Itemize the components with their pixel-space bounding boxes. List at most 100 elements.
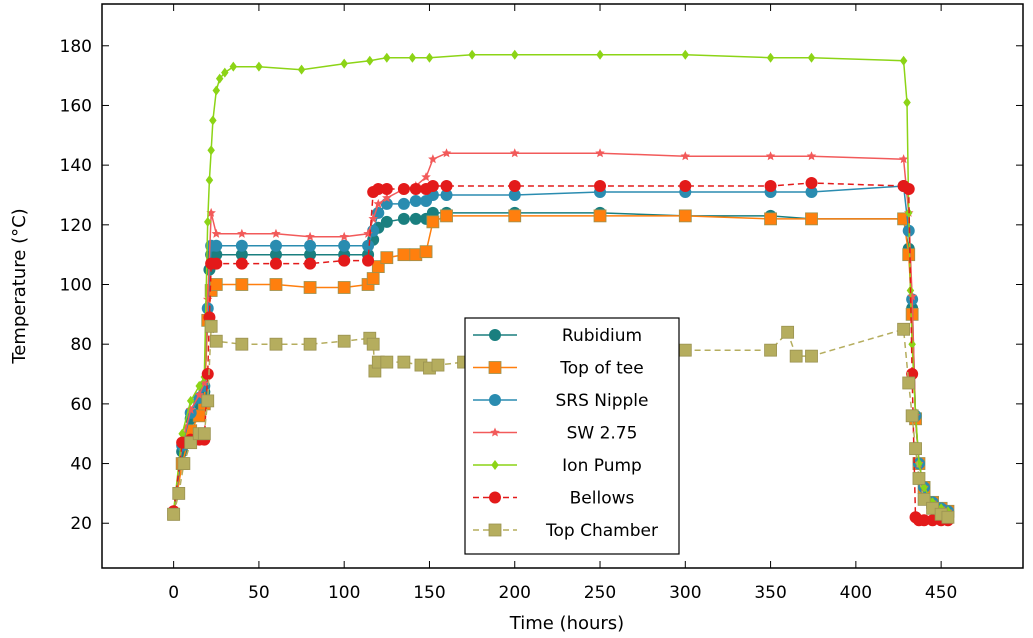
x-tick-label: 400 (840, 583, 872, 603)
data-point (195, 380, 203, 391)
legend-label: Rubidium (562, 326, 642, 346)
legend: Rubidium Top of tee SRS Nipple SW 2.75 Ion P… (464, 317, 680, 555)
series-ion-pump (169, 49, 952, 517)
x-tick-label: 0 (168, 583, 179, 603)
data-point (419, 245, 433, 259)
y-tick-label: 120 (60, 216, 92, 236)
data-point (209, 334, 223, 348)
x-tick-label: 50 (248, 583, 270, 603)
legend-label: SW 2.75 (567, 424, 638, 444)
data-point (235, 257, 248, 270)
data-point (764, 212, 777, 226)
x-tick-label: 200 (499, 583, 531, 603)
y-tick-label: 40 (70, 455, 92, 475)
data-point (211, 228, 222, 238)
data-point (765, 151, 776, 161)
legend-entry: Bellows (473, 489, 635, 509)
data-point (380, 215, 393, 228)
data-point (177, 457, 191, 470)
y-tick-label: 160 (60, 96, 92, 116)
data-point (215, 73, 224, 84)
x-tick-label: 150 (413, 583, 445, 603)
data-point (235, 278, 249, 291)
data-point (909, 442, 922, 456)
data-point (510, 49, 519, 60)
data-point (397, 248, 411, 262)
legend-label: Top Chamber (545, 521, 658, 541)
data-point (807, 52, 816, 63)
data-point (426, 180, 439, 193)
data-point (201, 394, 215, 408)
data-point (907, 291, 917, 301)
data-point (337, 334, 351, 348)
data-point (269, 248, 282, 261)
data-point (805, 177, 818, 190)
data-point (678, 209, 692, 223)
legend-marker (489, 491, 501, 504)
data-point (209, 278, 223, 291)
data-point (269, 278, 283, 291)
data-point (508, 188, 521, 201)
data-point (340, 58, 348, 69)
data-point (594, 180, 607, 193)
data-point (397, 183, 410, 196)
data-point (903, 97, 911, 108)
data-point (397, 212, 410, 225)
x-tick-label: 350 (754, 583, 786, 603)
data-point (508, 209, 522, 223)
data-point (172, 486, 186, 500)
data-point (366, 337, 380, 351)
data-point (235, 248, 248, 261)
data-point (366, 55, 374, 66)
data-point (304, 239, 317, 252)
data-point (440, 209, 453, 223)
data-point (397, 197, 410, 210)
data-point (781, 325, 795, 339)
legend-marker (490, 427, 500, 437)
data-point (339, 231, 349, 241)
data-point (207, 145, 215, 156)
x-tick-label: 250 (584, 583, 616, 603)
data-point (372, 206, 385, 219)
data-point (902, 183, 915, 196)
y-tick-label: 60 (70, 395, 92, 415)
data-point (920, 482, 928, 493)
data-point (595, 148, 605, 158)
data-point (383, 52, 391, 63)
series-top-chamber (167, 319, 955, 524)
legend-entry: SW 2.75 (473, 424, 637, 444)
data-point (426, 215, 440, 229)
data-point (468, 49, 476, 60)
ticks-layer: 0 50 100 150 200 250 300 350 400 450 20 40 60 80 100 12… (60, 4, 1023, 603)
legend-marker (488, 361, 502, 374)
data-point (297, 64, 306, 75)
data-point (255, 61, 263, 72)
data-point (380, 251, 394, 265)
data-point (206, 207, 216, 217)
data-point (679, 180, 692, 193)
data-point (362, 239, 375, 252)
data-point (806, 151, 817, 161)
data-point (366, 272, 380, 285)
data-point (805, 186, 818, 198)
data-point (212, 85, 221, 96)
legend-entry: Ion Pump (473, 456, 642, 476)
legend-label: SRS Nipple (555, 391, 648, 411)
data-point (372, 183, 385, 196)
data-point (897, 322, 911, 336)
data-point (805, 349, 818, 363)
data-point (362, 254, 375, 267)
data-point (428, 154, 438, 164)
data-point (440, 188, 453, 201)
data-point (409, 212, 422, 225)
data-point (204, 319, 218, 333)
data-point (338, 239, 351, 252)
data-point (681, 49, 690, 60)
data-point (397, 355, 411, 369)
legend-box (464, 317, 680, 555)
data-point (425, 52, 434, 63)
data-point (596, 49, 604, 60)
legend-entry: Top of tee (473, 359, 644, 379)
data-point (178, 428, 186, 439)
